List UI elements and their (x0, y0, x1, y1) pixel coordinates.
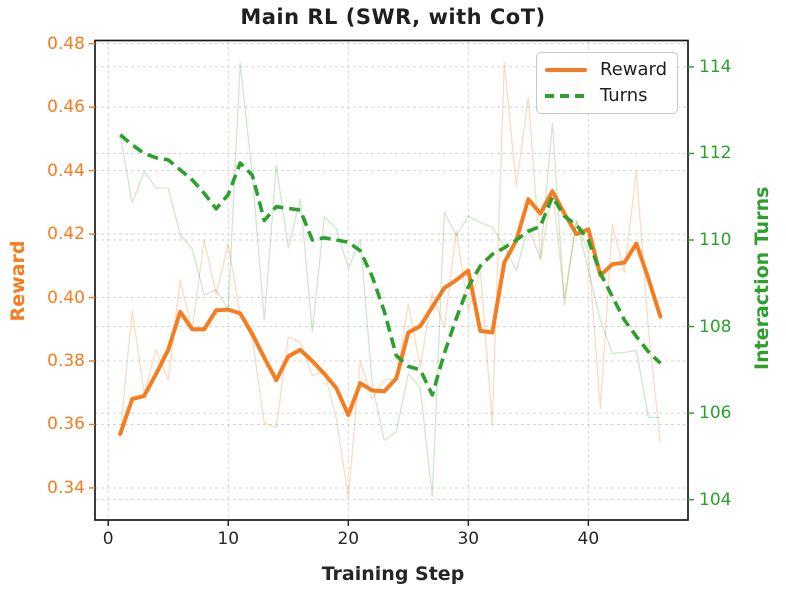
y-left-tick-label: 0.40 (47, 287, 85, 308)
series-Reward (118, 189, 663, 436)
chart-title: Main RL (SWR, with CoT) (240, 5, 546, 29)
x-axis-label: Training Step (321, 563, 465, 585)
y-axis-label-left: Reward (7, 240, 29, 322)
plot-border (94, 39, 689, 521)
x-tick-label: 30 (457, 529, 480, 549)
legend-label-turns: Turns (600, 84, 648, 106)
x-tick-label: 20 (337, 529, 360, 549)
y-left-tick-label: 0.48 (47, 33, 85, 54)
series-Turns (119, 133, 662, 397)
x-tick-label: 0 (102, 529, 114, 549)
y-left-tick-label: 0.34 (47, 477, 85, 498)
y-axis-label-right: Interaction Turns (751, 186, 773, 370)
y-right-tick-label: 112 (699, 143, 732, 164)
y-left-tick-label: 0.38 (47, 351, 85, 371)
legend-item-reward: Reward (545, 60, 669, 80)
y-left-tick-label: 0.44 (47, 160, 85, 181)
y-right-tick-label: 104 (699, 489, 732, 510)
reward-line-sample (545, 68, 587, 73)
x-tick-label: 10 (217, 529, 240, 549)
y-left-tick-label: 0.46 (47, 97, 85, 118)
legend: Reward Turns (536, 52, 678, 114)
y-right-tick-label: 106 (699, 403, 732, 424)
y-left-tick-label: 0.36 (47, 414, 85, 435)
series-reward-raw (119, 62, 662, 499)
x-tick-label: 40 (577, 529, 600, 549)
turns-line-sample (545, 93, 587, 98)
series-turns-raw (119, 62, 661, 498)
legend-label-reward: Reward (600, 59, 668, 81)
y-right-tick-label: 114 (699, 56, 732, 77)
y-left-tick-label: 0.42 (47, 224, 85, 245)
y-right-tick-label: 110 (699, 230, 732, 250)
y-right-tick-label: 108 (699, 316, 732, 337)
legend-item-turns: Turns (545, 84, 669, 106)
